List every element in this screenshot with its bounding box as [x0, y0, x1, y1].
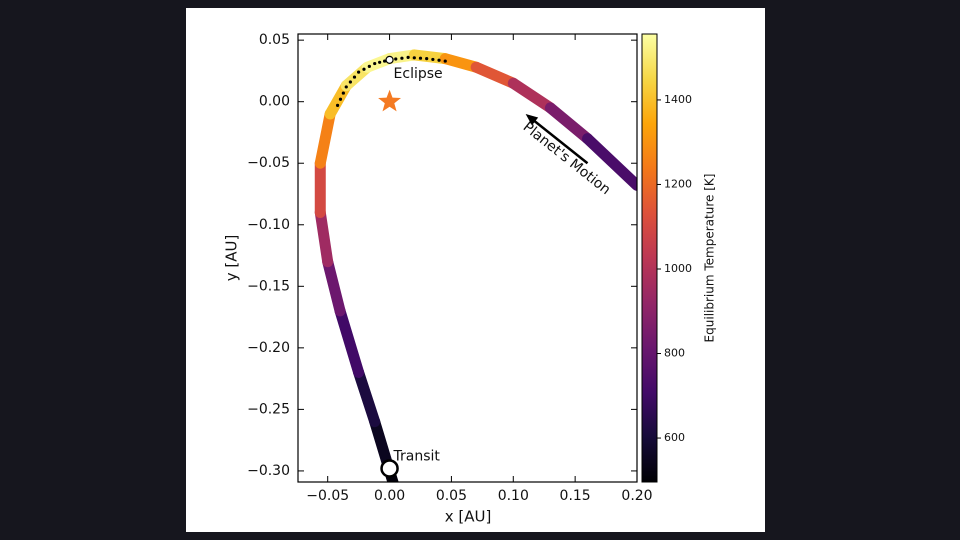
orbit-segment: [322, 256, 346, 317]
eclipse-label: Eclipse: [394, 66, 443, 82]
x-tick-label: 0.10: [498, 488, 529, 504]
eclipse-marker: [385, 55, 394, 64]
x-tick-label: −0.05: [306, 488, 349, 504]
y-tick-label: 0.05: [259, 32, 290, 48]
eclipse-dot-fill: [352, 75, 357, 79]
y-tick-label: −0.20: [247, 340, 290, 356]
x-tick-label: 0.15: [560, 488, 591, 504]
colorbar-tick-label: 1400: [664, 93, 692, 106]
y-tick-label: 0.00: [259, 94, 290, 110]
eclipse-dot-fill: [383, 59, 387, 63]
figure-panel: [186, 8, 765, 532]
y-tick-label: −0.15: [247, 278, 290, 294]
star: [378, 89, 401, 112]
orbit-segment: [507, 77, 556, 114]
eclipse-dot-fill: [338, 97, 343, 101]
motion-arrow: [531, 118, 589, 165]
eclipse-dot-fill: [367, 64, 371, 69]
motion-arrowhead: [525, 114, 539, 126]
colorbar-tick-label: 600: [664, 431, 685, 444]
eclipse-dot-fill: [378, 60, 382, 64]
y-axis-label: y [AU]: [223, 235, 241, 282]
colorbar-tick-label: 1000: [664, 262, 692, 275]
eclipse-dot: [406, 55, 410, 59]
transit-label: Transit: [393, 448, 441, 464]
orbit-segment: [314, 108, 336, 169]
eclipse-dot-fill: [348, 80, 352, 84]
colorbar-tick-label: 1200: [664, 177, 692, 190]
eclipse-dot: [373, 61, 377, 66]
orbit-segment: [470, 61, 519, 89]
orbit-segment: [353, 366, 381, 428]
eclipse-dot: [344, 85, 348, 89]
eclipse-dot-fill: [431, 57, 435, 62]
y-tick-label: −0.30: [247, 463, 290, 479]
eclipse-dot: [335, 103, 340, 107]
orbit-segment: [314, 206, 334, 268]
eclipse-dot-fill: [400, 56, 404, 60]
colorbar-tick-label: 800: [664, 347, 685, 360]
x-tick-label: 0.20: [621, 488, 652, 504]
colorbar-label: Equilibrium Temperature [K]: [703, 174, 717, 343]
eclipse-dot-fill: [418, 56, 423, 60]
y-tick-label: −0.10: [247, 217, 290, 233]
eclipse-dot-fill: [394, 57, 398, 61]
eclipse-dot-fill: [437, 58, 441, 62]
orbit-segment: [544, 102, 594, 145]
x-axis-label: x [AU]: [445, 508, 492, 526]
x-tick-label: 0.00: [374, 488, 405, 504]
plot-area: [314, 49, 637, 482]
colorbar: [641, 33, 658, 483]
eclipse-dot: [425, 57, 429, 61]
eclipse-dot: [357, 70, 361, 74]
eclipse-dot-fill: [362, 67, 366, 71]
eclipse-dot: [443, 59, 447, 63]
plot-frame: [297, 33, 638, 483]
eclipse-dot-fill: [341, 91, 345, 95]
y-tick-label: −0.05: [247, 155, 290, 171]
y-tick-label: −0.25: [247, 401, 290, 417]
eclipse-dot-fill: [412, 56, 416, 60]
x-tick-label: 0.05: [436, 488, 467, 504]
orbit-segment: [582, 133, 637, 191]
orbit-segment: [334, 305, 365, 378]
